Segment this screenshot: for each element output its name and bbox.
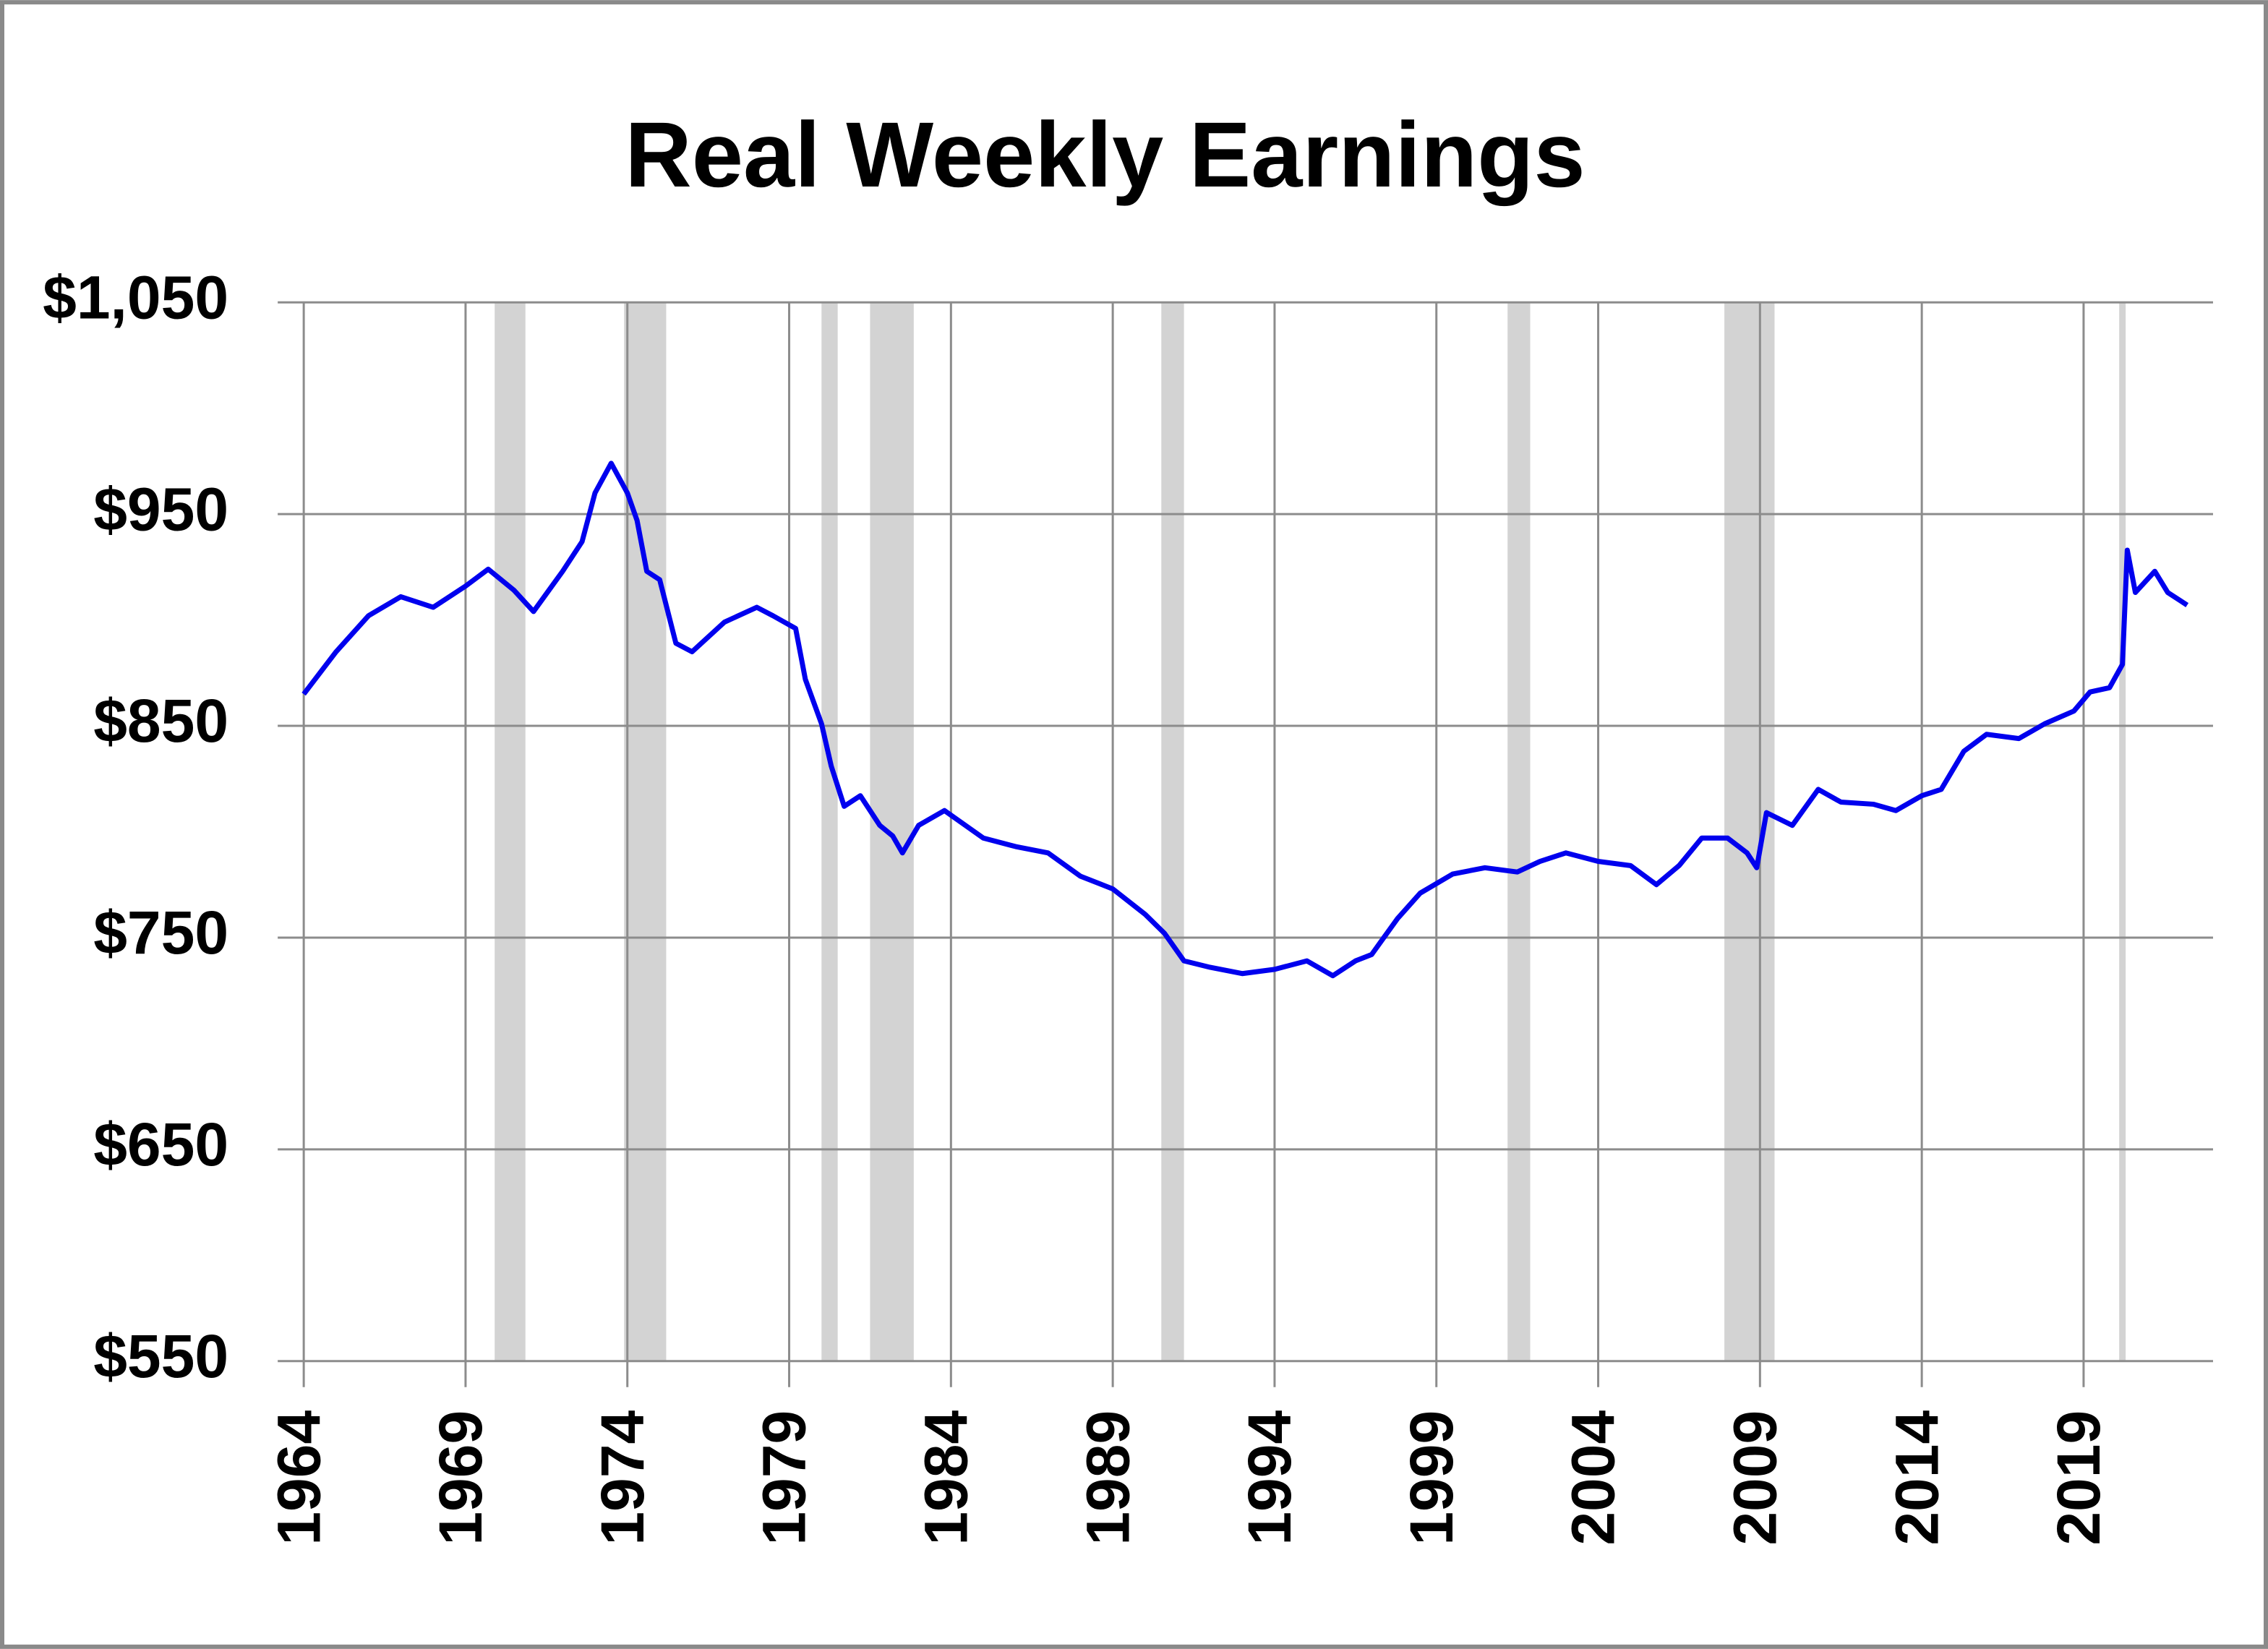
x-tick-label: 1999 [1398,1410,1465,1546]
x-tick-label: 2019 [2045,1410,2113,1546]
x-tick-label: 1984 [912,1410,980,1545]
shaded-period [624,302,667,1361]
shaded-period [2119,302,2126,1361]
shaded-period [1161,302,1184,1361]
y-tick-label: $550 [93,1322,228,1390]
shaded-period [870,302,914,1361]
x-tick-label: 2004 [1559,1410,1627,1545]
y-tick-label: $650 [93,1110,228,1178]
x-tick-label: 2014 [1883,1410,1951,1545]
shaded-period [1724,302,1775,1361]
shaded-period [821,302,838,1361]
x-tick-label: 1979 [750,1410,818,1546]
y-tick-label: $950 [93,475,228,543]
x-tick-label: 1989 [1074,1410,1142,1546]
data-line [301,461,2189,979]
x-tick-label: 1974 [589,1410,656,1545]
shaded-period [1507,302,1531,1361]
x-tick-label: 2009 [1721,1410,1789,1546]
x-tick-label: 1969 [427,1410,495,1546]
x-tick-label: 1994 [1236,1410,1304,1545]
x-tick-label: 1964 [265,1410,333,1545]
y-tick-label: $1,050 [43,263,228,331]
chart-title: Real Weekly Earnings [625,103,1585,207]
y-tick-label: $750 [93,899,228,967]
shaded-period [495,302,526,1361]
y-tick-label: $850 [93,687,228,755]
